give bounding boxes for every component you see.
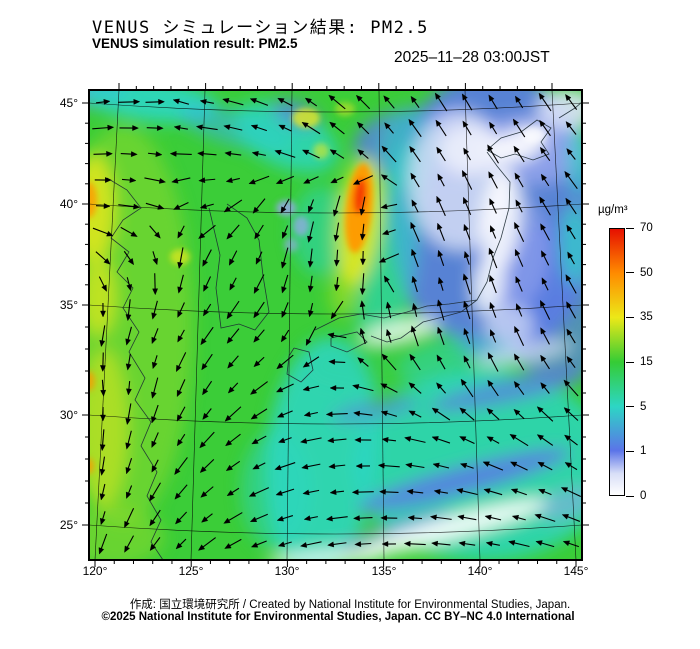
page-title-english: VENUS simulation result: PM2.5 bbox=[92, 36, 298, 51]
x-tick-label: 130° bbox=[274, 564, 300, 578]
license-line: ©2025 National Institute for Environment… bbox=[101, 611, 575, 623]
colorbar-tick-value: 5 bbox=[640, 400, 647, 413]
colorbar-tick bbox=[626, 406, 634, 408]
colorbar-tick bbox=[626, 361, 634, 363]
colorbar-unit-label: µg/m³ bbox=[598, 204, 628, 216]
x-tick-label: 120° bbox=[82, 564, 108, 578]
colorbar-tick-value: 15 bbox=[640, 356, 653, 368]
colorbar-tick bbox=[626, 316, 634, 319]
x-tick-label: 135° bbox=[371, 564, 397, 578]
colorbar-tick-value: 35 bbox=[640, 311, 653, 324]
colorbar-tick bbox=[626, 450, 634, 453]
colorbar-tick-value: 50 bbox=[640, 266, 653, 279]
colorbar bbox=[609, 228, 625, 496]
colorbar-tick-value: 1 bbox=[640, 445, 647, 458]
page-title-japanese: VENUS シミュレーション結果: PM2.5 bbox=[92, 18, 429, 38]
colorbar-tick-value: 0 bbox=[640, 490, 647, 502]
colorbar-tick bbox=[626, 495, 634, 497]
credit-line: 作成: 国立環境研究所 / Created by National Instit… bbox=[129, 599, 571, 611]
y-tick-label: 45° bbox=[59, 96, 78, 110]
x-tick-label: 140° bbox=[467, 564, 493, 578]
simulation-timestamp: 2025–11–28 03:00JST bbox=[394, 49, 550, 66]
colorbar-tick bbox=[626, 227, 634, 229]
colorbar-tick bbox=[626, 272, 634, 274]
x-tick-label: 125° bbox=[178, 564, 204, 578]
y-tick-label: 25° bbox=[59, 518, 78, 532]
colorbar-tick-value: 70 bbox=[640, 222, 653, 234]
y-tick-label: 35° bbox=[59, 298, 78, 312]
x-tick-label: 145° bbox=[563, 564, 589, 578]
y-tick-label: 30° bbox=[59, 408, 78, 422]
y-tick-label: 40° bbox=[59, 197, 78, 211]
